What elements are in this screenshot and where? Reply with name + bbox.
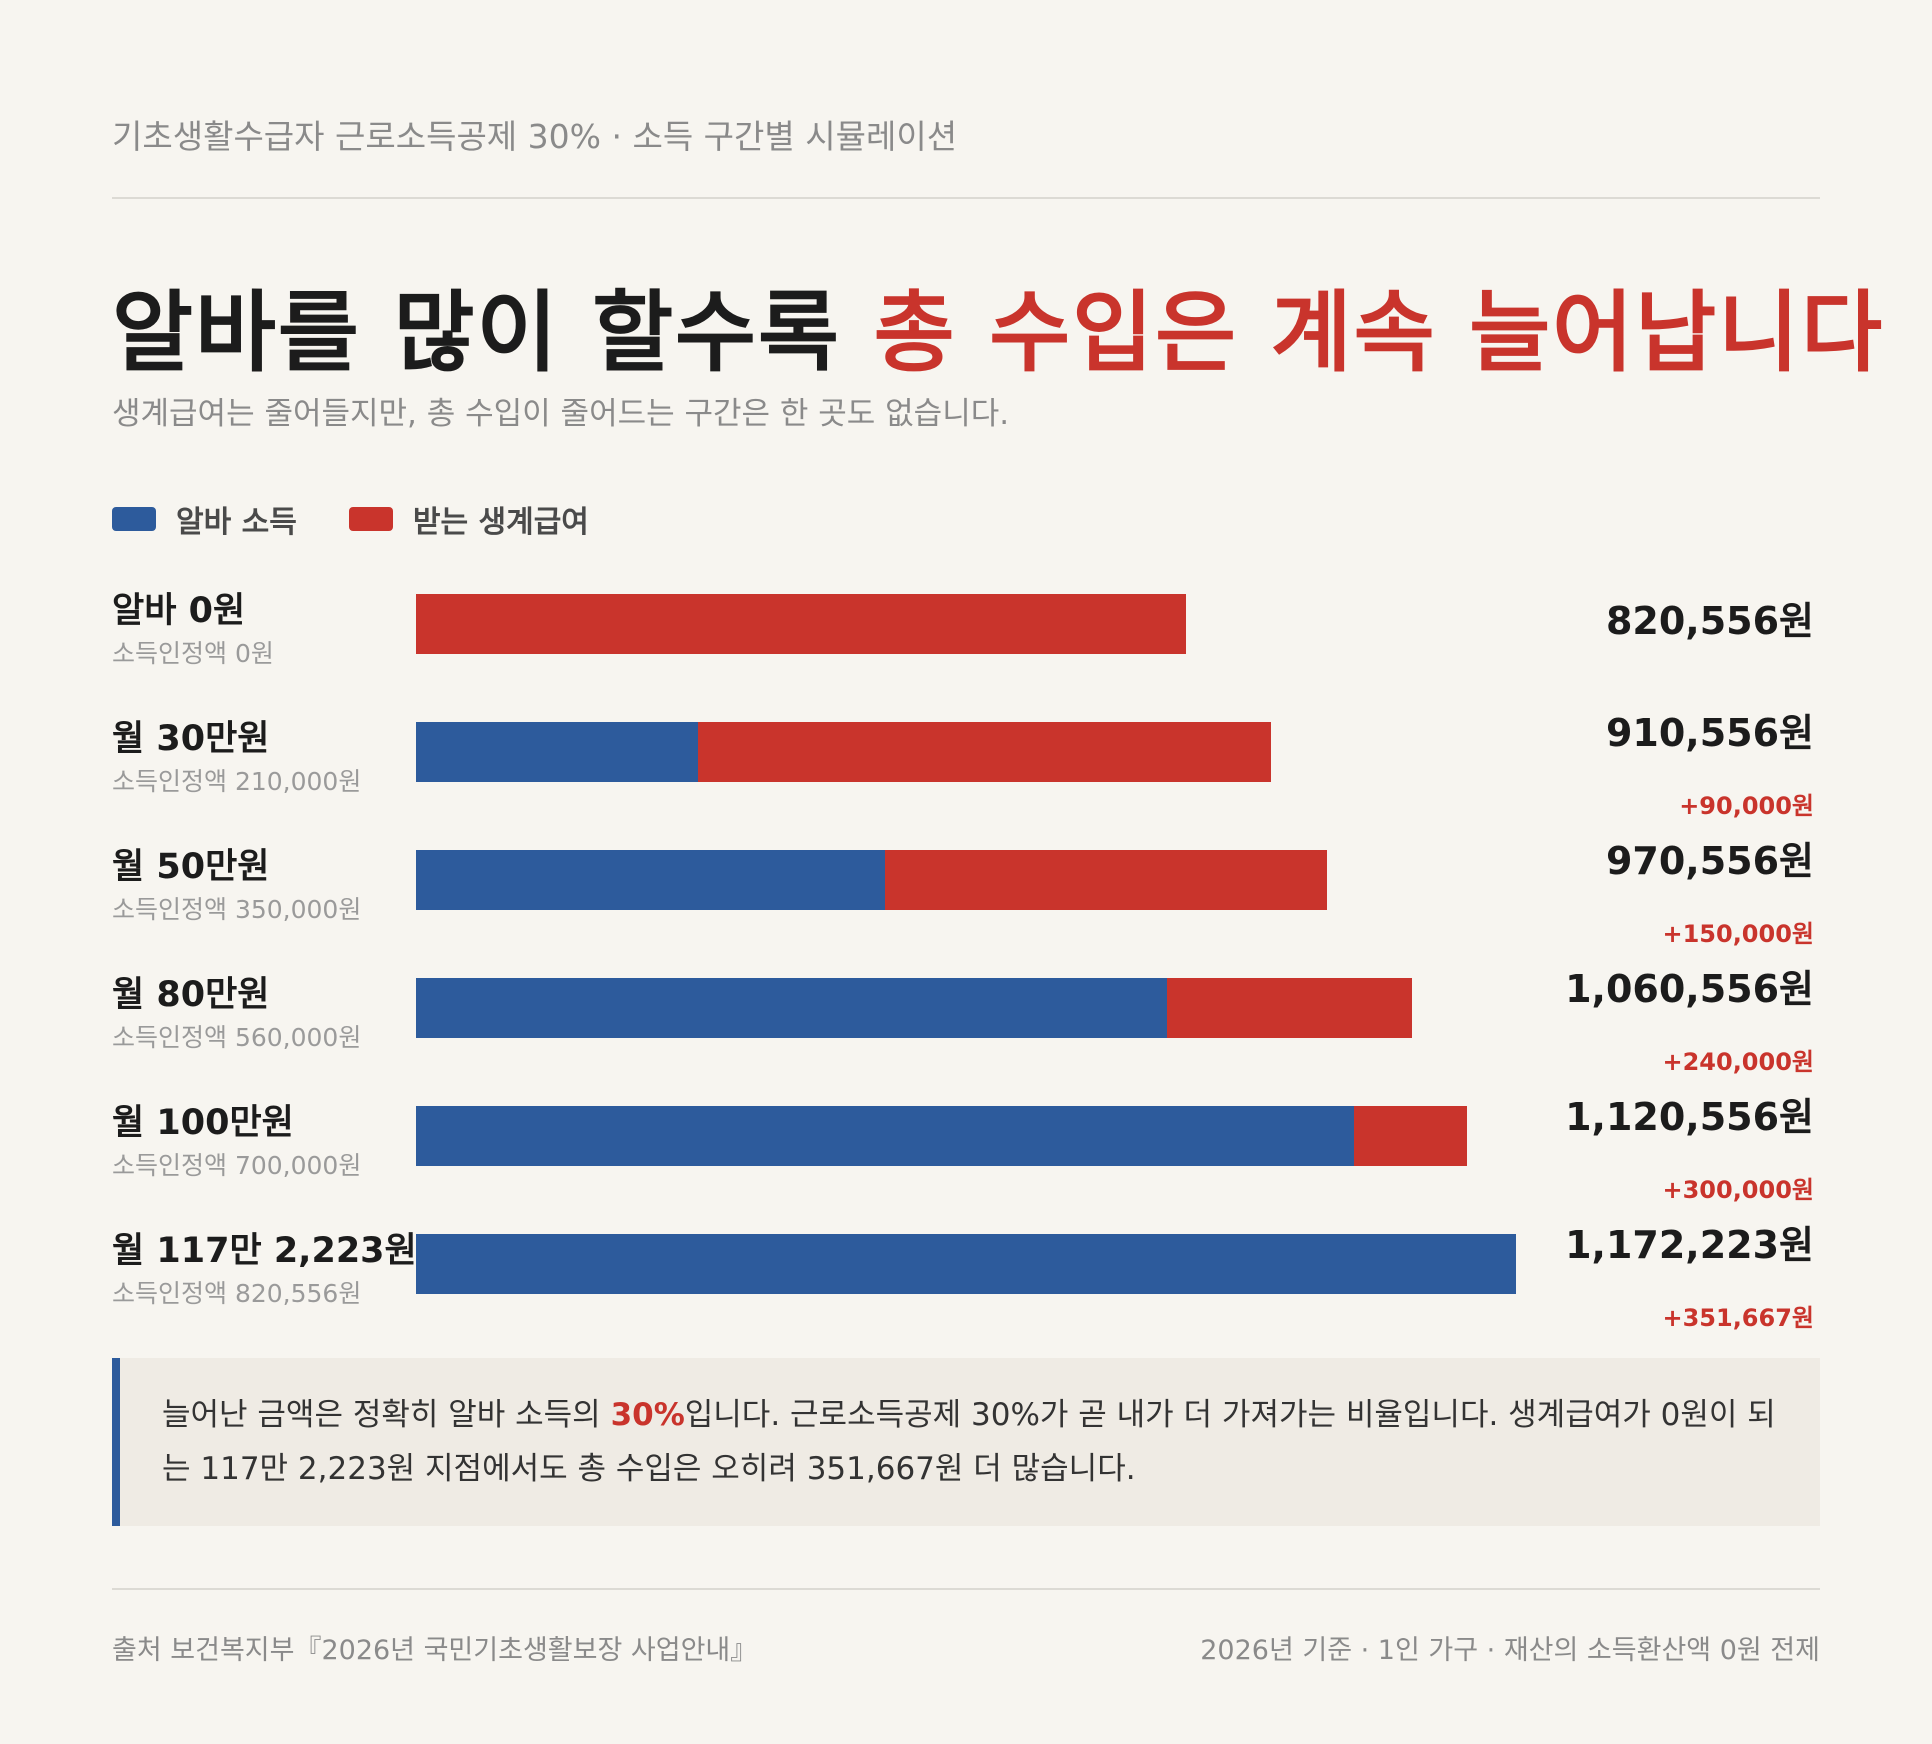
chart-legend: 알바 소득 받는 생계급여 (112, 497, 641, 541)
legend-swatch-benefit (348, 507, 393, 531)
bottom-divider (112, 1588, 1820, 1590)
infographic: 기초생활수급자 근로소득공제 30% · 소득 구간별 시뮬레이션 알바를 많이… (112, 0, 1882, 1744)
bar-segment-work-income (416, 850, 885, 910)
legend-label-benefit: 받는 생계급여 (412, 505, 589, 540)
page-title: 알바를 많이 할수록 총 수입은 계속 늘어납니다 (112, 262, 1884, 389)
category-label: 월 100만원 (112, 1103, 294, 1143)
total-value-label: 820,556원 (1605, 599, 1814, 643)
legend-label-work-income: 알바 소득 (176, 505, 297, 540)
category-label: 월 30만원 (112, 719, 270, 759)
legend-item-benefit: 받는 생계급여 (348, 497, 589, 541)
delta-value-label: +90,000원 (1679, 792, 1814, 820)
bar-segment-benefit (416, 594, 1186, 654)
note-accent-bar (112, 1358, 120, 1526)
category-label: 월 80만원 (112, 975, 270, 1015)
delta-value-label: +351,667원 (1662, 1304, 1814, 1332)
category-sublabel: 소득인정액 560,000원 (112, 1023, 362, 1052)
footer-basis: 2026년 기준 · 1인 가구 · 재산의 소득환산액 0원 전제 (1200, 1635, 1820, 1666)
category-label: 월 50만원 (112, 847, 270, 887)
category-label: 월 117만 2,223원 (112, 1231, 417, 1271)
bar-segment-benefit (1167, 978, 1412, 1038)
note-text-before: 늘어난 금액은 정확히 알바 소득의 (162, 1397, 611, 1433)
delta-value-label: +240,000원 (1662, 1048, 1814, 1076)
topline: 기초생활수급자 근로소득공제 30% · 소득 구간별 시뮬레이션 (112, 117, 958, 156)
legend-item-work-income: 알바 소득 (112, 497, 297, 541)
category-sublabel: 소득인정액 350,000원 (112, 895, 362, 924)
note-highlight: 30% (610, 1397, 685, 1433)
note-text: 늘어난 금액은 정확히 알바 소득의 30%입니다. 근로소득공제 30%가 곧… (162, 1388, 1782, 1496)
total-value-label: 1,060,556원 (1565, 967, 1814, 1011)
note-text-after: 입니다. 근로소득공제 30%가 곧 내가 더 가져가는 비율입니다. 생계급여… (162, 1397, 1776, 1487)
category-sublabel: 소득인정액 210,000원 (112, 767, 362, 796)
total-value-label: 910,556원 (1605, 711, 1814, 755)
total-value-label: 1,120,556원 (1565, 1095, 1814, 1139)
delta-value-label: +150,000원 (1662, 920, 1814, 948)
category-sublabel: 소득인정액 0원 (112, 639, 274, 668)
title-highlight: 총 수입은 계속 늘어납니다 (873, 281, 1885, 384)
category-sublabel: 소득인정액 700,000원 (112, 1151, 362, 1180)
category-sublabel: 소득인정액 820,556원 (112, 1279, 362, 1308)
bar-segment-work-income (416, 1234, 1516, 1294)
bar-segment-work-income (416, 722, 698, 782)
explanation-note: 늘어난 금액은 정확히 알바 소득의 30%입니다. 근로소득공제 30%가 곧… (112, 1358, 1820, 1526)
subtitle: 생계급여는 줄어들지만, 총 수입이 줄어드는 구간은 한 곳도 없습니다. (112, 396, 1010, 432)
title-part1: 알바를 많이 할수록 (112, 281, 874, 384)
bar-segment-benefit (698, 722, 1271, 782)
category-label: 알바 0원 (112, 591, 246, 631)
bar-segment-benefit (885, 850, 1327, 910)
delta-value-label: +300,000원 (1662, 1176, 1814, 1204)
legend-swatch-work-income (112, 507, 156, 531)
bar-segment-benefit (1354, 1106, 1467, 1166)
bar-segment-work-income (416, 978, 1167, 1038)
bar-segment-work-income (416, 1106, 1354, 1166)
footer-source: 출처 보건복지부『2026년 국민기초생활보장 사업안내』 (112, 1635, 758, 1666)
top-divider (112, 197, 1820, 199)
total-value-label: 1,172,223원 (1565, 1223, 1814, 1267)
total-value-label: 970,556원 (1605, 839, 1814, 883)
